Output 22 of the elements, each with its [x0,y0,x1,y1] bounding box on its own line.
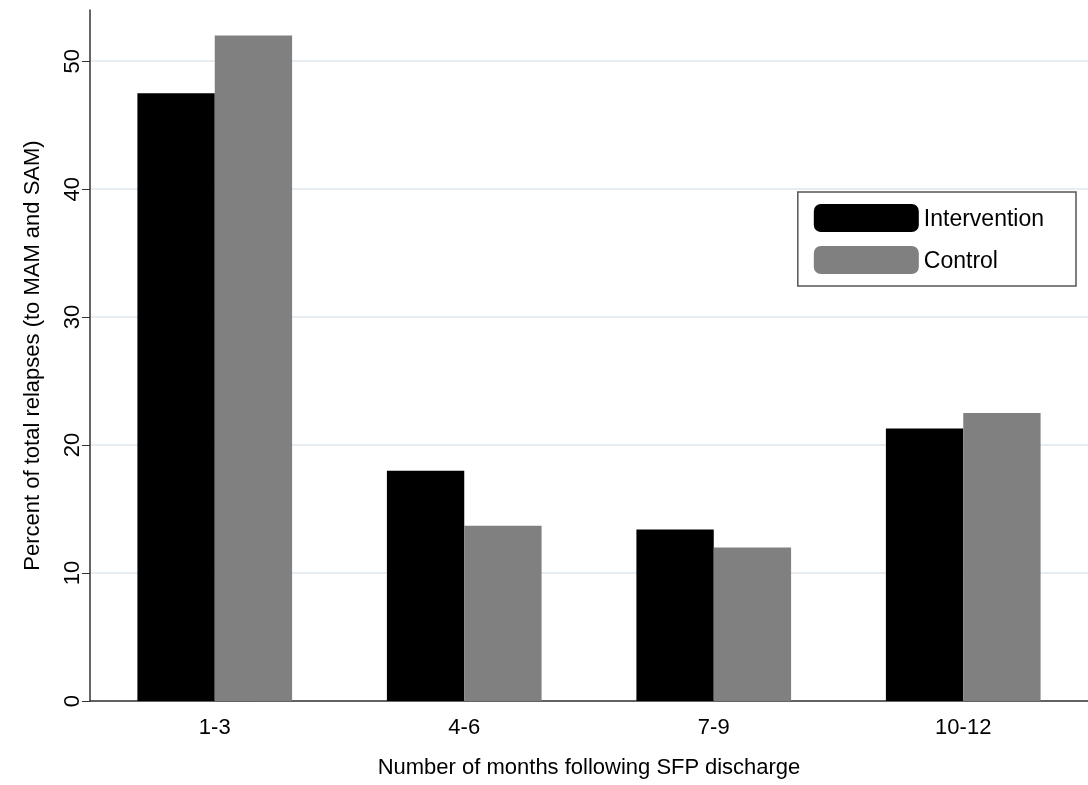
y-tick-label: 20 [58,432,84,458]
legend-label: Control [923,247,998,273]
y-tick-label: 30 [58,304,84,330]
x-tick-label: 7-9 [697,713,730,739]
x-axis-title: Number of months following SFP discharge [377,753,801,779]
bar [214,35,293,701]
y-tick-label: 0 [58,694,84,708]
y-tick-label: 10 [58,560,84,586]
y-axis-title: Percent of total relapses (to MAM and SAM) [18,140,44,571]
x-tick-label: 4-6 [448,713,481,739]
bar [636,529,714,701]
bar [963,413,1041,701]
bar [885,428,964,701]
bar [464,525,542,701]
legend-label: Intervention [923,205,1045,231]
bar [713,547,792,701]
x-tick-label: 1-3 [198,713,231,739]
bar [137,93,215,701]
y-tick-label: 50 [58,48,84,74]
x-tick-label: 10-12 [935,713,992,739]
bar [386,470,465,701]
y-tick-label: 40 [58,176,84,202]
